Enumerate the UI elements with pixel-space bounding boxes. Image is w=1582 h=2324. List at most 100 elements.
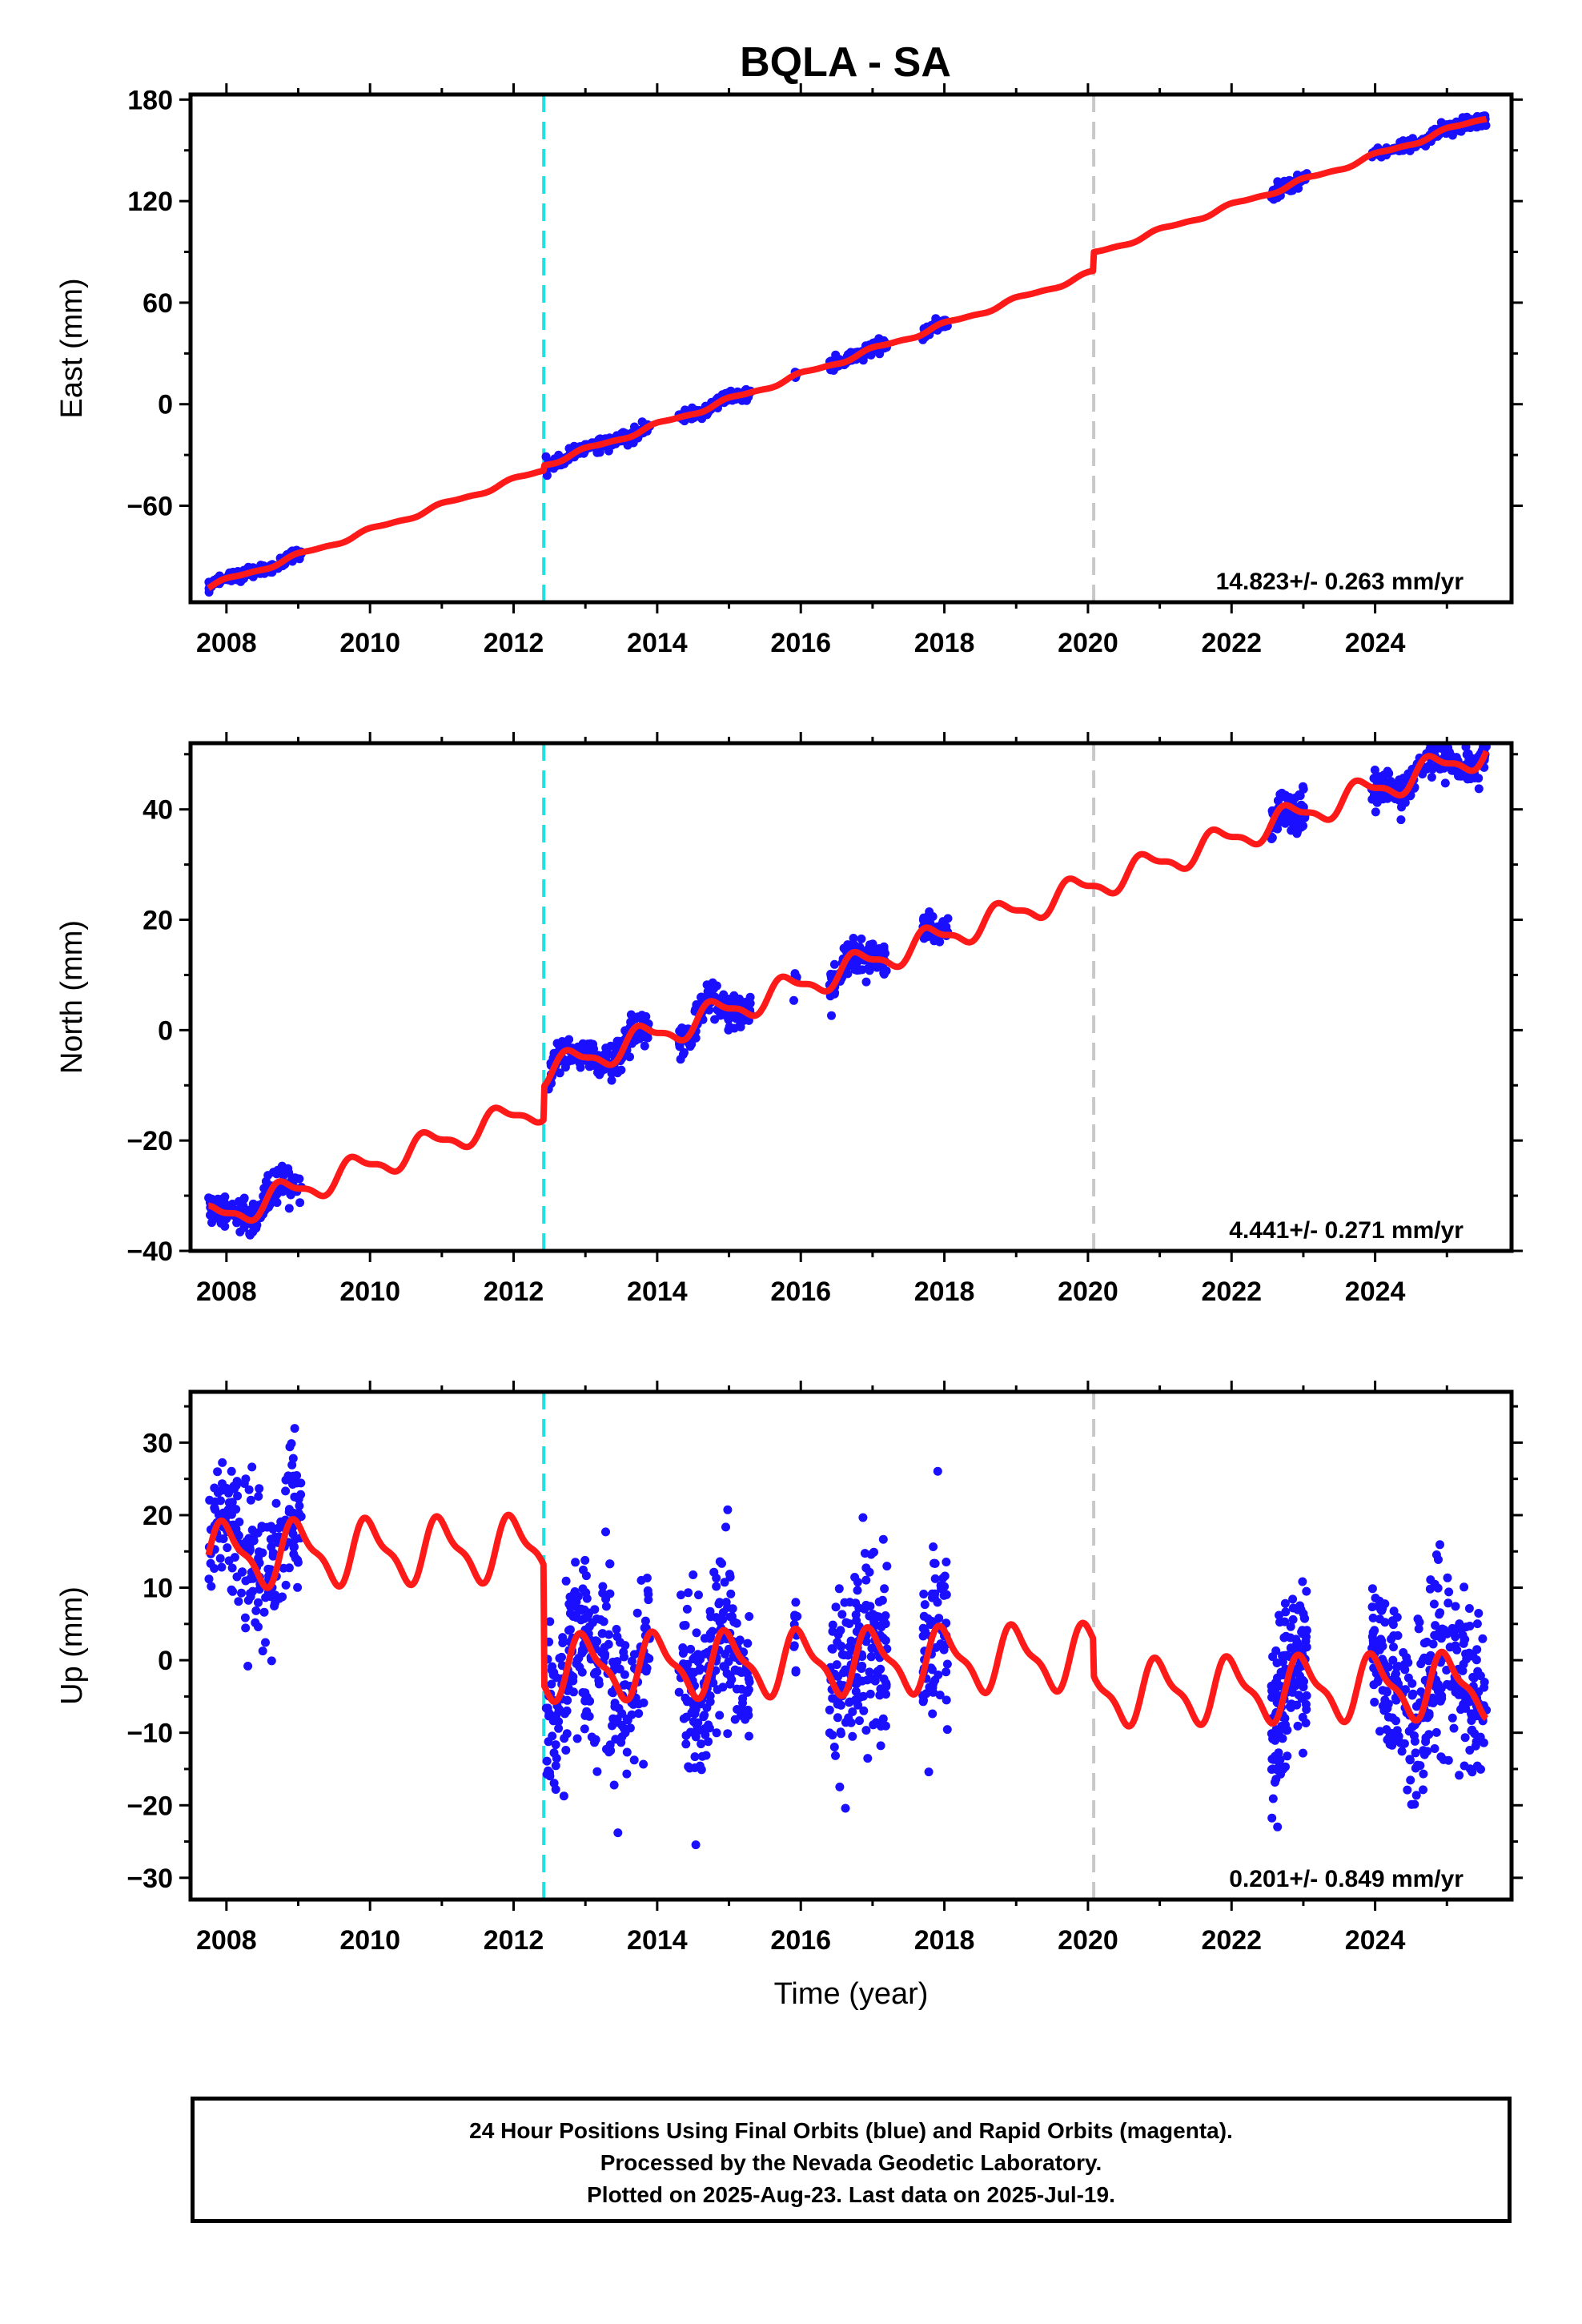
up-data-point <box>679 1714 689 1723</box>
up-data-point <box>1435 1608 1445 1618</box>
up-data-point <box>1367 1602 1377 1612</box>
north-data-point <box>868 939 877 949</box>
up-data-point <box>1394 1662 1403 1671</box>
up-data-point <box>572 1734 582 1743</box>
up-data-point <box>712 1728 721 1738</box>
up-data-point <box>1460 1582 1469 1592</box>
north-data-point <box>277 1168 287 1177</box>
up-panel: 2008 2010 2012 2014 2016 2018 2020 2022 2024−30−… <box>55 1381 1523 2011</box>
up-data-point <box>1368 1613 1378 1622</box>
up-data-point <box>1464 1648 1474 1658</box>
up-data-point <box>639 1759 648 1769</box>
up-data-point <box>1294 1691 1303 1700</box>
up-data-point <box>598 1588 608 1598</box>
chart-title: BQLA - SA <box>740 39 951 86</box>
east-x-tick-label: 2012 <box>484 628 544 658</box>
north-data-point <box>839 943 849 953</box>
north-x-tick-label: 2008 <box>196 1277 257 1307</box>
up-data-point <box>1455 1771 1464 1780</box>
up-data-point <box>878 1714 888 1723</box>
up-data-point <box>1391 1716 1400 1726</box>
up-data-point <box>1267 1765 1276 1774</box>
up-data-point <box>588 1618 597 1627</box>
up-data-point <box>1281 1651 1291 1660</box>
up-data-point <box>1302 1705 1311 1715</box>
up-data-point <box>1414 1624 1423 1634</box>
east-x-tick-label: 2008 <box>196 628 257 658</box>
north-data-point <box>874 944 884 953</box>
up-data-point <box>693 1718 703 1727</box>
up-data-point <box>865 1602 875 1611</box>
up-data-point <box>869 1619 879 1629</box>
up-data-point <box>697 1739 706 1749</box>
up-data-point <box>715 1557 725 1566</box>
up-data-point <box>579 1565 588 1574</box>
up-data-point <box>1375 1727 1384 1736</box>
north-data-point <box>643 1033 652 1043</box>
east-model-curve <box>206 115 1489 591</box>
up-data-point <box>568 1672 578 1682</box>
north-data-point <box>1426 727 1435 736</box>
up-data-point <box>873 1667 882 1676</box>
up-data-point <box>828 1731 837 1740</box>
up-data-point <box>281 1475 291 1485</box>
north-data-point <box>612 1068 622 1078</box>
up-data-point <box>642 1663 652 1673</box>
north-data-point <box>1403 769 1413 778</box>
up-data-point <box>1373 1677 1383 1687</box>
north-data-point <box>827 1011 836 1020</box>
north-data-point <box>850 965 860 975</box>
up-data-point <box>207 1582 216 1591</box>
up-data-point <box>677 1590 685 1600</box>
up-data-point <box>1288 1594 1298 1604</box>
up-data-point <box>921 1626 930 1636</box>
up-data-point <box>686 1644 696 1654</box>
up-x-tick-label: 2014 <box>627 1925 688 1956</box>
up-data-point <box>694 1590 703 1600</box>
up-data-point <box>1472 1761 1482 1771</box>
east-y-tick-label: 0 <box>158 390 173 420</box>
up-data-point <box>745 1612 754 1621</box>
up-data-point <box>1271 1775 1281 1784</box>
up-data-point <box>576 1604 586 1614</box>
up-data-point <box>715 1598 725 1607</box>
up-data-point <box>640 1616 650 1626</box>
north-data-points <box>204 727 1491 1240</box>
up-data-point <box>240 1613 250 1622</box>
up-data-point <box>601 1527 610 1537</box>
up-data-point <box>639 1698 648 1707</box>
north-frame <box>188 741 1514 1253</box>
up-data-point <box>1434 1555 1443 1564</box>
up-data-point <box>1461 1695 1471 1705</box>
up-data-point <box>552 1673 561 1683</box>
up-data-point <box>1380 1695 1390 1705</box>
north-data-point <box>626 1010 636 1019</box>
up-data-point <box>859 1706 869 1715</box>
up-data-point <box>837 1729 845 1739</box>
up-data-point <box>709 1567 719 1577</box>
up-data-point <box>288 1454 298 1463</box>
up-data-point <box>245 1574 255 1583</box>
up-data-point <box>833 1630 843 1639</box>
up-data-point <box>605 1559 615 1569</box>
up-data-point <box>1382 1687 1391 1696</box>
up-data-point <box>737 1684 746 1694</box>
up-data-point <box>605 1589 615 1598</box>
up-data-point <box>934 1671 943 1679</box>
north-data-point <box>1267 834 1276 843</box>
up-data-point <box>1273 1822 1283 1831</box>
up-data-point <box>1268 1794 1278 1803</box>
up-data-point <box>689 1570 698 1579</box>
north-data-point <box>829 959 839 969</box>
up-data-point <box>287 1439 296 1449</box>
up-data-point <box>549 1748 559 1758</box>
up-data-point <box>1286 1622 1295 1631</box>
up-data-point <box>1447 1713 1457 1723</box>
north-data-point <box>680 1047 689 1057</box>
up-data-point <box>1272 1659 1282 1667</box>
north-data-point <box>789 995 798 1005</box>
up-data-point <box>279 1563 288 1573</box>
north-data-point <box>1445 747 1454 757</box>
up-data-point <box>833 1713 842 1723</box>
north-data-point <box>1377 774 1387 783</box>
